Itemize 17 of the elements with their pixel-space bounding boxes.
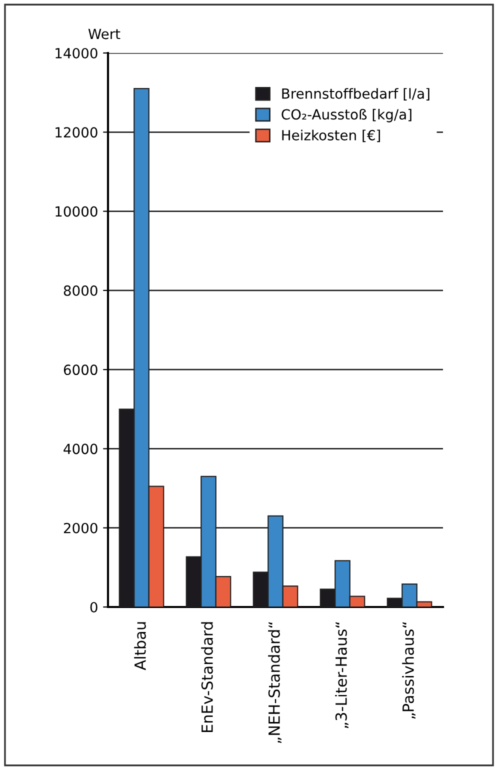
y-tick-label: 0: [90, 602, 98, 612]
y-tick-label: 8000: [64, 285, 98, 296]
legend-label: CO₂-Ausstoß [kg/a]: [282, 108, 412, 122]
legend-label: Brennstoffbedarf [l/a]: [282, 88, 430, 100]
x-tick-label: Altbau: [134, 622, 146, 670]
y-tick-label: 10000: [56, 206, 98, 217]
x-tick-label: „Passivhaus“: [402, 622, 416, 719]
y-tick-label: 14000: [56, 48, 98, 58]
legend-label: Heizkosten [€]: [282, 130, 380, 142]
x-tick-label: „NEH-Standard“: [268, 622, 282, 744]
y-tick-label: 2000: [64, 522, 98, 534]
y-tick-label: 6000: [64, 364, 98, 376]
y-tick-label: 12000: [56, 127, 98, 138]
y-tick-label: 4000: [64, 444, 98, 454]
x-tick-label: „3-Liter-Haus“: [335, 622, 348, 728]
y-axis-title: Wert: [88, 28, 120, 40]
x-tick-label: EnEv-Standard: [201, 622, 213, 732]
